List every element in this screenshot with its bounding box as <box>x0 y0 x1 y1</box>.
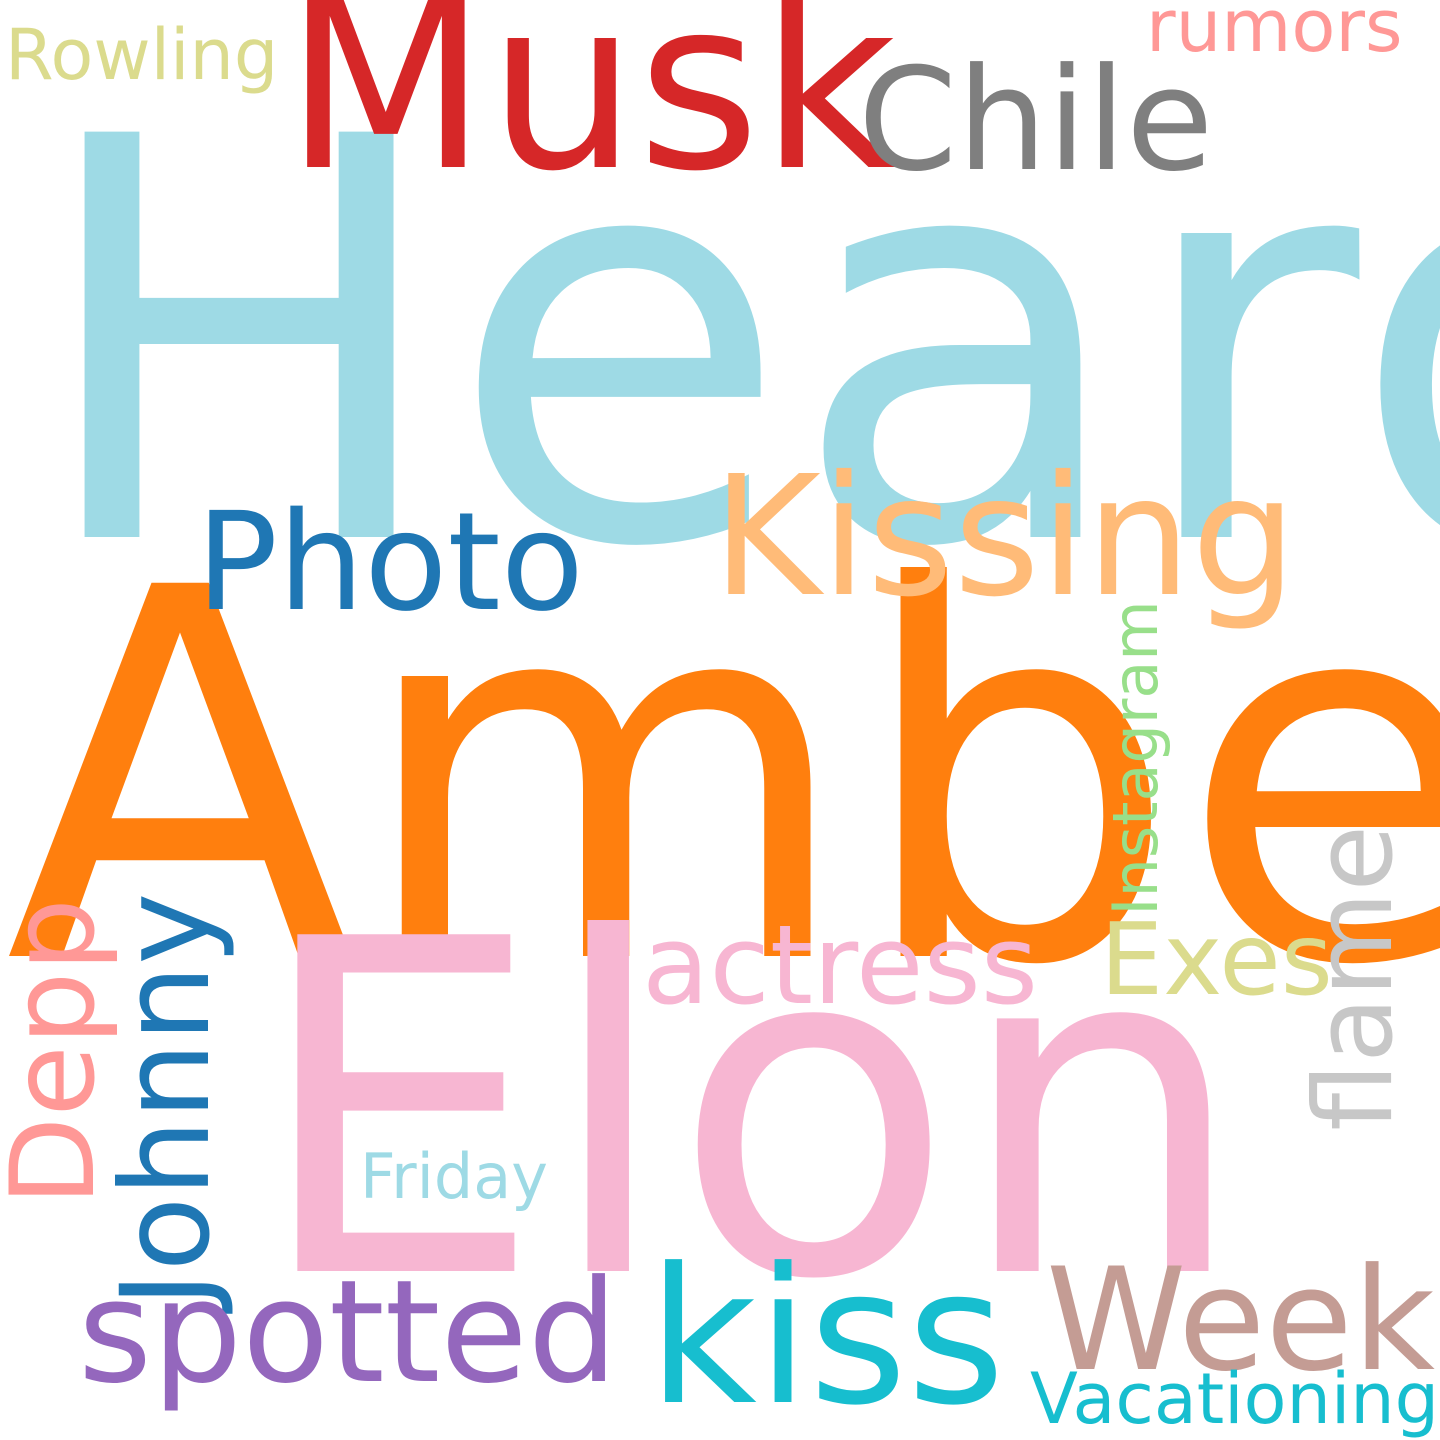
word-kiss: kiss <box>648 1228 1005 1440</box>
word-vacationing: Vacationing <box>1030 1358 1440 1440</box>
word-exes: Exes <box>1100 901 1333 1018</box>
word-photo: Photo <box>196 484 584 642</box>
word-actress: actress <box>642 901 1039 1029</box>
word-rumors: rumors <box>1146 0 1403 68</box>
word-elon: Elon <box>252 842 1248 1380</box>
word-musk: Musk <box>284 0 897 223</box>
word-kissing: Kissing <box>712 441 1297 634</box>
word-friday: Friday <box>360 1140 548 1213</box>
word-instagram: Instagram <box>1099 600 1172 916</box>
word-amber: Amber <box>5 481 1440 1077</box>
word-chile: Chile <box>858 38 1214 203</box>
word-week: Week <box>1046 1238 1436 1403</box>
word-heard: Heard <box>30 22 1440 669</box>
word-johnny: Johnny <box>95 892 237 1308</box>
word-spotted: spotted <box>78 1250 618 1415</box>
word-flame: flame <box>1292 825 1417 1131</box>
word-rowling: Rowling <box>5 14 279 96</box>
